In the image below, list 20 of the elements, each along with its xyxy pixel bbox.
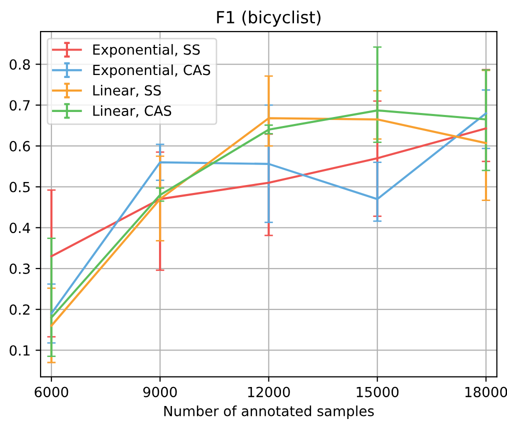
x-tick-label: 15000 xyxy=(356,386,399,398)
y-tick-label: 0.8 xyxy=(10,59,30,70)
y-tick-label: 0.6 xyxy=(10,140,30,152)
x-tick-label: 6000 xyxy=(34,386,68,398)
x-axis-title: Number of annotated samples xyxy=(164,406,374,419)
chart-title: F1 (bicyclist) xyxy=(217,10,320,27)
legend-label: Exponential, CAS xyxy=(93,64,210,78)
legend-label: Linear, CAS xyxy=(93,105,172,118)
x-tick-label: 9000 xyxy=(143,386,177,398)
line-series xyxy=(50,127,488,258)
y-tick-label: 0.1 xyxy=(10,345,30,356)
legend-label: Linear, SS xyxy=(93,84,161,98)
y-tick-label: 0.7 xyxy=(10,100,30,111)
x-tick-label: 18000 xyxy=(465,386,507,398)
y-tick-label: 0.2 xyxy=(10,304,30,315)
y-tick-label: 0.5 xyxy=(10,182,30,192)
y-tick-label: 0.3 xyxy=(10,264,30,274)
legend-label: Exponential, SS xyxy=(93,44,200,58)
y-tick-label: 0.4 xyxy=(10,222,30,234)
x-tick-label: 12000 xyxy=(248,386,290,398)
